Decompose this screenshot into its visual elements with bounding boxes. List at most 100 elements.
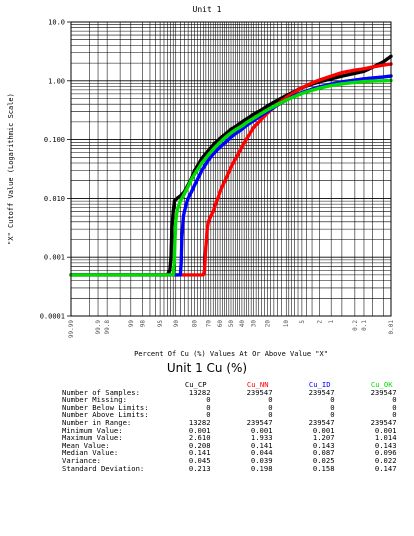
- stats-row-label: Median Value:: [62, 448, 119, 458]
- y-axis-label: "X" Cutoff Value (Logarithmic Scale): [7, 93, 15, 245]
- x-tick-label: 20: [264, 320, 271, 328]
- stats-header-row: Cu_CP Cu_NN Cu_ID Cu_OK: [62, 381, 397, 389]
- stats-cell: 239547: [308, 387, 335, 397]
- stats-cell: 0.001: [312, 425, 335, 435]
- stats-row-label: Standard Deviation:: [62, 463, 145, 473]
- stats-row-label: Mean Value:: [62, 440, 110, 450]
- stats-row: Number of Samples: 13282 239547 239547 23954…: [62, 387, 397, 397]
- stats-row-label: Number Above Limits:: [62, 410, 149, 420]
- stats-row: Number Below Limits: 0 0 0 0: [62, 404, 397, 412]
- stats-row-label: Number Below Limits:: [62, 402, 149, 412]
- stats-row-label: Number of Samples:: [62, 387, 140, 397]
- stats-col-header: Cu_NN: [246, 380, 269, 389]
- x-tick-label: 60: [217, 320, 224, 328]
- stats-col-header: Cu_OK: [370, 380, 393, 389]
- stats-cell: 239547: [370, 417, 397, 427]
- stats-cell: 13282: [188, 387, 211, 397]
- stats-cell: 0.147: [374, 463, 397, 473]
- stats-cell: 0: [330, 410, 335, 420]
- stats-cell: 0.001: [188, 425, 211, 435]
- stats-cell: 239547: [308, 417, 335, 427]
- stats-row-label: Number Missing:: [62, 395, 127, 405]
- stats-cell: 0: [330, 402, 335, 412]
- stats-cell: 0: [392, 395, 397, 405]
- x-tick-label: 98: [140, 320, 147, 328]
- y-tick-label: 10.0: [48, 19, 65, 27]
- stats-cell: 2.610: [188, 433, 211, 443]
- stats-body: Number of Samples: 13282 239547 239547 23954…: [62, 387, 397, 473]
- stats-cell: 0: [392, 402, 397, 412]
- y-tick-label: 0.001: [44, 254, 65, 262]
- stats-row-label: Minimum Value:: [62, 425, 123, 435]
- x-tick-label: 99.9: [95, 320, 102, 335]
- stats-cell: 0: [206, 402, 211, 412]
- x-axis-label: Percent Of Cu (%) Values At Or Above Val…: [134, 350, 328, 358]
- stats-row: Number in Range: 13282 239547 239547 239547: [62, 419, 397, 427]
- stats-cell: 0.022: [374, 455, 397, 465]
- stats-cell: 13282: [188, 417, 211, 427]
- stats-cell: 0.208: [188, 440, 211, 450]
- x-tick-label: 10: [283, 320, 290, 328]
- stats-cell: 0: [268, 410, 273, 420]
- stats-cell: 0.143: [312, 440, 335, 450]
- stats-cell: 1.014: [374, 433, 397, 443]
- stats-row: Standard Deviation: 0.213 0.198 0.158 0.147: [62, 463, 397, 473]
- stats-cell: 0: [268, 402, 273, 412]
- x-tick-label: 95: [157, 320, 164, 328]
- stats-row: Variance: 0.045 0.039 0.025 0.022: [62, 457, 397, 465]
- x-tick-label: 50: [228, 320, 235, 328]
- stats-cell: 1.207: [312, 433, 335, 443]
- stats-cell: 0.001: [374, 425, 397, 435]
- stats-col-header: Cu_CP: [184, 380, 207, 389]
- series-points: [69, 54, 393, 277]
- stats-cell: 239547: [246, 387, 273, 397]
- x-tick-label: 1: [328, 320, 335, 324]
- stats-row-label: Number in Range:: [62, 417, 132, 427]
- x-tick-label: 90: [173, 320, 180, 328]
- stats-row: Median Value: 0.141 0.044 0.087 0.096: [62, 449, 397, 457]
- stats-cell: 0.096: [374, 448, 397, 458]
- stats-cell: 0.143: [374, 440, 397, 450]
- x-tick-label: 2: [316, 320, 323, 324]
- stats-cell: 0.044: [250, 448, 273, 458]
- grid: [70, 22, 392, 317]
- y-tick-label: 1.00: [48, 77, 65, 85]
- stats-cell: 0.141: [250, 440, 273, 450]
- stats-cell: 0.213: [188, 463, 211, 473]
- stats-row: Maximum Value: 2.610 1.933 1.207 1.014: [62, 434, 397, 442]
- x-tick-label: 80: [192, 320, 199, 328]
- stats-cell: 0.039: [250, 455, 273, 465]
- stats-col-header: Cu_ID: [308, 380, 331, 389]
- stats-row: Number Missing: 0 0 0 0: [62, 396, 397, 404]
- stats-cell: 0: [206, 395, 211, 405]
- series-Cu_OK: [69, 78, 393, 277]
- stats-row-label: Variance:: [62, 455, 101, 465]
- x-tick-label: 70: [205, 320, 212, 328]
- stats-cell: 239547: [370, 387, 397, 397]
- plot-frame: [70, 21, 392, 317]
- stats-cell: 0.141: [188, 448, 211, 458]
- x-tick-label: 30: [251, 320, 258, 328]
- stats-cell: 0.025: [312, 455, 335, 465]
- x-tick-label: 5: [299, 320, 306, 324]
- stats-cell: 0: [268, 395, 273, 405]
- stats-cell: 0: [330, 395, 335, 405]
- stats-cell: 0.198: [250, 463, 273, 473]
- stats-cell: 0.158: [312, 463, 335, 473]
- page-title: Unit 1: [192, 5, 222, 14]
- x-tick-label: 0.1: [361, 320, 368, 331]
- stats-cell: 0.087: [312, 448, 335, 458]
- stats-cell: 1.933: [250, 433, 273, 443]
- y-tick-label: 0.100: [44, 136, 65, 144]
- x-tick-label: 99.99: [68, 320, 75, 338]
- x-tick-label: 99.8: [104, 320, 111, 335]
- chart-subtitle: Unit 1 Cu (%): [166, 361, 248, 375]
- y-tick-label: 0.0001: [40, 313, 65, 321]
- stats-row-label: Maximum Value:: [62, 433, 123, 443]
- stats-cell: 0: [392, 410, 397, 420]
- stats-cell: 0.001: [250, 425, 273, 435]
- stats-row: Number Above Limits: 0 0 0 0: [62, 411, 397, 419]
- stats-cell: 0.045: [188, 455, 211, 465]
